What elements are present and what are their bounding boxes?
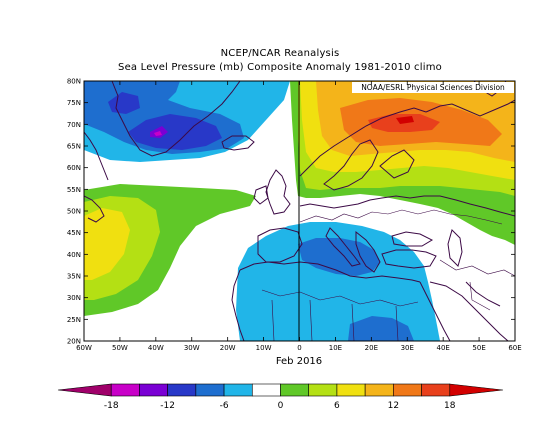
colorbar-swatch	[251, 383, 281, 397]
coast-greenland	[111, 81, 241, 157]
lon-tick-label: 10W	[256, 344, 272, 352]
lat-tick-label: 45N	[67, 229, 81, 237]
colorbar-swatch	[364, 383, 394, 397]
credit-box	[352, 82, 514, 93]
lon-tick-label: 20W	[220, 344, 236, 352]
lat-tick-label: 20N	[67, 338, 81, 346]
colorbar-swatch	[336, 383, 366, 397]
lon-tick-label: 60W	[76, 344, 92, 352]
lon-tick-label: 50E	[472, 344, 485, 352]
coast-newfoundland	[84, 195, 105, 223]
lat-tick-label: 60N	[67, 164, 81, 172]
title-source: NCEP/NCAR Reanalysis	[220, 48, 340, 59]
coast-europe	[299, 195, 515, 217]
lat-tick-label: 75N	[67, 99, 81, 107]
colorbar-label: -6	[220, 401, 229, 411]
coast-redsea	[419, 281, 451, 341]
coast-britain	[265, 169, 291, 215]
colorbar-label: -12	[160, 401, 175, 411]
contour-pos-9	[84, 208, 130, 280]
coast-west-africa	[231, 269, 245, 341]
lon-tick-label: 30E	[401, 344, 414, 352]
lat-tick-label: 30N	[67, 294, 81, 302]
colorbar-swatch	[139, 383, 168, 397]
lat-tick-label: 50N	[67, 208, 81, 216]
lon-tick-label: 0	[297, 344, 301, 352]
coast-balkans	[355, 230, 381, 273]
coast-iberia	[257, 227, 303, 263]
lat-tick-label: 35N	[67, 273, 81, 281]
coastlines	[84, 81, 515, 341]
date-label: Feb 2016	[275, 356, 323, 367]
lon-tick-label: 60E	[508, 344, 521, 352]
lat-tick-label: 55N	[67, 186, 81, 194]
borders-asia	[439, 259, 515, 311]
colorbar-swatch	[167, 383, 197, 397]
colorbar-swatch	[280, 383, 310, 397]
colorbar: -18 -12 -6 0 6 12 18	[57, 383, 504, 411]
colorbar-label: -18	[104, 401, 119, 411]
coast-norway	[299, 107, 427, 177]
coast-north-africa	[239, 261, 421, 283]
coast-iceland	[221, 135, 255, 151]
borders-africa-2	[271, 299, 399, 341]
colorbar-swatch	[195, 383, 225, 397]
colorbar-swatch	[449, 383, 504, 397]
borders-europe	[299, 209, 503, 225]
coast-russia-arctic	[425, 99, 515, 117]
title-variable: Sea Level Pressure (mb) Composite Anomal…	[118, 62, 442, 73]
colorbar-label: 18	[444, 401, 456, 411]
coast-italy	[325, 227, 361, 267]
colorbar-swatch	[110, 383, 140, 397]
coast-labrador	[84, 131, 109, 181]
lon-ticks: 60W 50W 40W 30W 20W 10W 0 10E 20E 30E 40E 50E 60E	[76, 81, 522, 352]
coast-sweden	[323, 139, 379, 191]
lat-tick-label: 70N	[67, 121, 81, 129]
colorbar-label: 6	[334, 401, 340, 411]
contour-pos-21	[396, 116, 414, 124]
lat-tick-label: 80N	[67, 78, 81, 86]
lat-tick-label: 25N	[67, 316, 81, 324]
lon-tick-label: 40W	[148, 344, 164, 352]
colorbar-swatch	[57, 383, 112, 397]
coast-caspian	[447, 229, 463, 267]
coast-blacksea	[391, 231, 434, 247]
contour-neg-15	[154, 131, 162, 136]
lon-tick-label: 30W	[184, 344, 200, 352]
colorbar-swatch	[421, 383, 451, 397]
colorbar-swatch	[393, 383, 422, 397]
colorbar-label: 12	[388, 401, 399, 411]
colorbar-label: 0	[278, 401, 284, 411]
coast-arabia	[429, 281, 509, 341]
lon-tick-label: 20E	[365, 344, 378, 352]
borders-africa	[261, 289, 419, 307]
colorbar-swatch	[223, 383, 253, 397]
colorbar-swatch	[308, 383, 338, 397]
contour-neg-6b	[298, 238, 380, 276]
lon-tick-label: 10E	[329, 344, 342, 352]
coast-gulf	[465, 281, 501, 307]
coast-turkey	[381, 249, 437, 269]
coast-ireland	[253, 185, 269, 205]
lat-tick-label: 40N	[67, 251, 81, 259]
lon-tick-label: 50W	[112, 344, 128, 352]
lon-tick-label: 40E	[436, 344, 449, 352]
credit-text: NOAA/ESRL Physical Sciences Division	[361, 83, 505, 92]
lat-ticks: 80N 75N 70N 65N 60N 55N 50N 45N 40N 35N 30N 25N 20N	[67, 78, 515, 346]
coast-finland	[379, 149, 415, 179]
lat-tick-label: 65N	[67, 143, 81, 151]
